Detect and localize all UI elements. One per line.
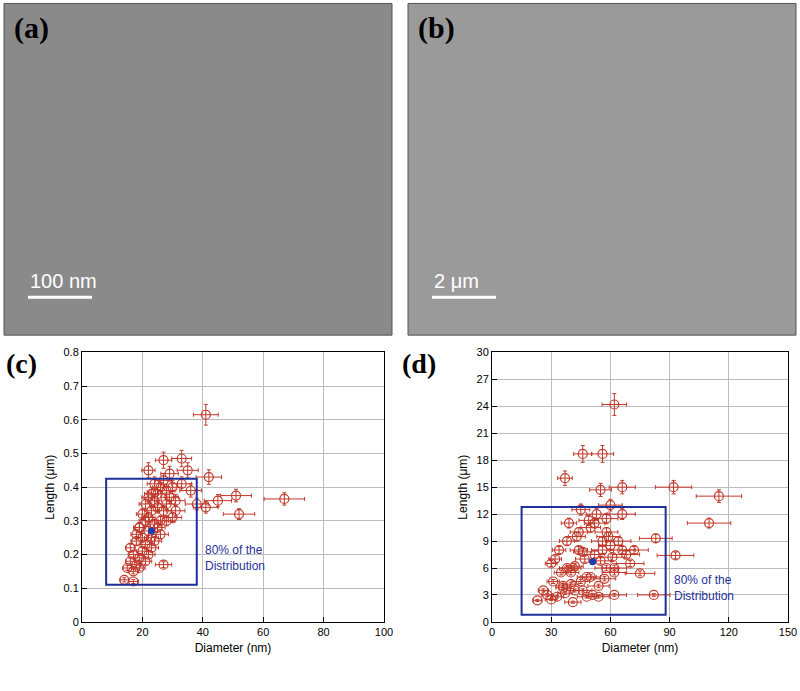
svg-text:(a): (a) xyxy=(14,11,49,45)
svg-text:6: 6 xyxy=(483,562,489,574)
svg-text:Length (μm): Length (μm) xyxy=(456,455,470,520)
svg-text:20: 20 xyxy=(136,626,148,638)
svg-text:12: 12 xyxy=(477,508,489,520)
svg-text:30: 30 xyxy=(477,346,489,358)
svg-text:40: 40 xyxy=(197,626,209,638)
svg-text:Length (μm): Length (μm) xyxy=(43,455,57,520)
svg-text:0.2: 0.2 xyxy=(64,548,79,560)
svg-text:9: 9 xyxy=(483,535,489,547)
svg-text:0.1: 0.1 xyxy=(64,582,79,594)
svg-text:0: 0 xyxy=(73,616,79,628)
svg-text:30: 30 xyxy=(545,626,557,638)
svg-text:Diameter (nm): Diameter (nm) xyxy=(602,641,679,655)
svg-text:3: 3 xyxy=(483,589,489,601)
svg-text:(c): (c) xyxy=(6,348,37,379)
svg-text:0.3: 0.3 xyxy=(64,515,79,527)
svg-text:(b): (b) xyxy=(418,11,455,45)
svg-text:2 μm: 2 μm xyxy=(434,270,479,292)
svg-text:0.6: 0.6 xyxy=(64,414,79,426)
svg-text:90: 90 xyxy=(663,626,675,638)
svg-text:100: 100 xyxy=(375,626,393,638)
svg-text:60: 60 xyxy=(604,626,616,638)
svg-text:0: 0 xyxy=(489,626,495,638)
svg-text:0: 0 xyxy=(483,616,489,628)
svg-text:0: 0 xyxy=(79,626,85,638)
svg-text:60: 60 xyxy=(257,626,269,638)
svg-text:(d): (d) xyxy=(402,348,436,379)
svg-text:80: 80 xyxy=(317,626,329,638)
svg-text:15: 15 xyxy=(477,481,489,493)
svg-text:0.7: 0.7 xyxy=(64,380,79,392)
svg-text:0.4: 0.4 xyxy=(64,481,79,493)
svg-text:0.8: 0.8 xyxy=(64,346,79,358)
svg-text:27: 27 xyxy=(477,373,489,385)
svg-text:80% of theDistribution: 80% of theDistribution xyxy=(674,573,734,603)
svg-text:24: 24 xyxy=(477,400,489,412)
svg-text:Diameter (nm): Diameter (nm) xyxy=(195,641,272,655)
svg-text:150: 150 xyxy=(779,626,797,638)
svg-text:100 nm: 100 nm xyxy=(30,270,97,292)
svg-text:18: 18 xyxy=(477,454,489,466)
svg-text:0.5: 0.5 xyxy=(64,447,79,459)
svg-text:120: 120 xyxy=(720,626,738,638)
svg-text:21: 21 xyxy=(477,427,489,439)
svg-text:80% of theDistribution: 80% of theDistribution xyxy=(205,543,265,573)
